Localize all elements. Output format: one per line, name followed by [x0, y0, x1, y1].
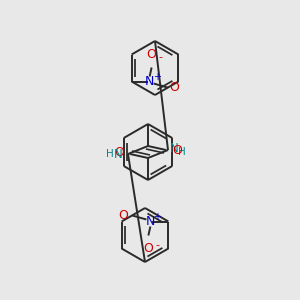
- Text: +: +: [153, 212, 161, 223]
- Text: O: O: [114, 146, 124, 160]
- Text: N: N: [145, 75, 154, 88]
- Text: O: O: [147, 49, 157, 62]
- Text: -: -: [155, 241, 159, 250]
- Text: -: -: [159, 52, 163, 62]
- Text: N: N: [114, 148, 123, 160]
- Text: +: +: [153, 73, 160, 82]
- Text: O: O: [143, 242, 153, 254]
- Text: N: N: [146, 215, 155, 228]
- Text: O: O: [172, 145, 182, 158]
- Text: H: H: [178, 147, 186, 157]
- Text: N: N: [170, 142, 179, 155]
- Text: O: O: [169, 81, 179, 94]
- Text: O: O: [118, 209, 128, 222]
- Text: H: H: [106, 149, 114, 159]
